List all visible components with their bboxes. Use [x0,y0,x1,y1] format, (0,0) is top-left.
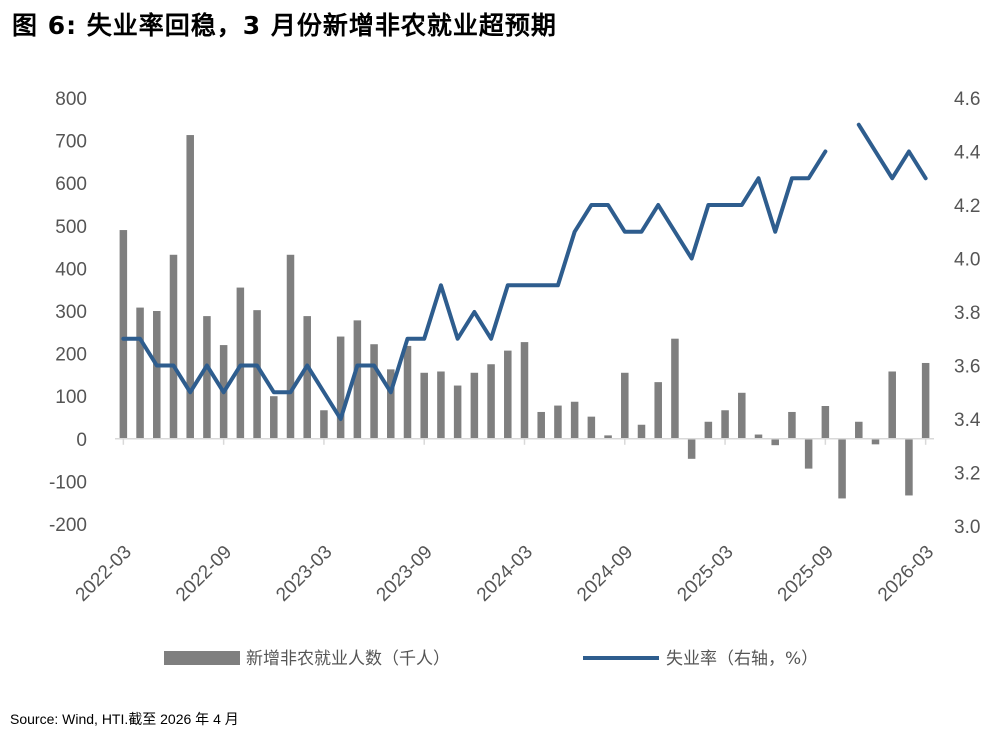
y-right-tick-label: 4.2 [954,196,980,217]
x-tick-label: 2026-03 [874,542,938,606]
y-left-tick-label: 400 [55,259,87,280]
legend-bar-label: 新增非农就业人数（千人） [246,649,450,669]
bar [855,421,863,439]
bar [303,316,311,439]
bar [236,287,245,439]
y-right-tick-label: 4.0 [954,250,980,271]
unemployment-line-segment [856,122,928,181]
bar [905,438,913,496]
bar [336,336,345,439]
bar [888,371,896,439]
bar [537,411,545,439]
bar [687,438,696,459]
y-right-tick-label: 3.8 [954,303,980,324]
bar [169,254,178,439]
bar [704,421,713,439]
bar [253,310,261,439]
y-left-tick-label: 200 [55,345,87,366]
x-tick-label: 2024-03 [473,542,537,606]
x-tick-label: 2023-09 [373,542,437,606]
bar [186,135,194,439]
y-right-tick-label: 4.6 [954,89,980,110]
x-tick-label: 2023-03 [272,542,336,606]
y-left-tick-label: 500 [55,217,87,238]
bar [370,344,378,439]
y-right-tick-label: 3.2 [954,464,980,485]
bar [403,345,412,439]
bar [353,320,362,439]
unemployment-line-segment [121,149,828,421]
y-right-tick-label: 3.4 [954,410,981,431]
legend: 新增非农就业人数（千人） 失业率（右轴，%） [164,649,818,669]
bar [721,410,729,439]
y-axis-left: 800 700 600 500 400 300 200 100 0 -100 -200 [49,89,87,536]
x-axis-labels: 2022-03 2022-09 2023-03 2023-09 2024-03 2024-… [72,542,938,606]
y-left-tick-label: -200 [49,515,87,536]
bar [671,338,679,439]
x-tick-label: 2025-09 [774,542,838,606]
source-note: Source: Wind, HTI.截至 2026 年 4 月 [10,711,239,727]
bar [871,438,880,445]
line-series [121,122,928,421]
y-axis-right: 4.6 4.4 4.2 4.0 3.8 3.6 3.4 3.2 3.0 [954,89,981,538]
x-tick-label: 2022-03 [72,542,136,606]
bar [587,416,596,439]
bar [804,438,813,469]
bar [420,372,428,439]
chart-title: 图 6: 失业率回稳，3 月份新增非农就业超预期 [12,11,557,40]
bar [487,364,495,439]
y-left-tick-label: 600 [55,174,87,195]
bar [921,362,930,439]
x-axis-ticks [122,438,927,445]
y-right-tick-label: 4.4 [954,143,981,164]
x-tick-label: 2025-03 [673,542,737,606]
bar [286,254,295,439]
bar [453,385,462,439]
x-tick-label: 2024-09 [573,542,637,606]
bar [821,406,830,439]
y-right-tick-label: 3.0 [954,517,980,538]
bar [554,405,562,439]
bar [754,434,763,439]
y-left-tick-label: 0 [76,430,87,451]
bar [637,424,646,439]
bar [504,350,512,439]
bar [153,311,161,439]
bar [437,371,445,439]
y-left-tick-label: 700 [55,132,87,153]
bar [570,401,579,439]
bar [604,435,612,439]
bar [387,369,395,439]
bar [119,230,128,439]
bar [738,392,746,439]
y-left-tick-label: 100 [55,387,87,408]
bar [320,410,328,439]
bar [520,342,529,439]
x-tick-label: 2022-09 [172,542,236,606]
legend-bar-swatch [164,651,240,665]
bar [654,382,662,439]
y-left-tick-label: 300 [55,302,87,323]
bar [621,372,629,439]
y-left-tick-label: -100 [49,472,87,493]
bar [270,396,278,439]
legend-line-label: 失业率（右轴，%） [666,649,818,669]
bar [788,411,796,439]
bar [838,438,846,499]
bar [470,372,479,439]
y-left-tick-label: 800 [55,89,87,110]
bar [203,316,211,439]
bar [771,438,779,446]
bar [136,307,144,439]
y-right-tick-label: 3.6 [954,357,980,378]
